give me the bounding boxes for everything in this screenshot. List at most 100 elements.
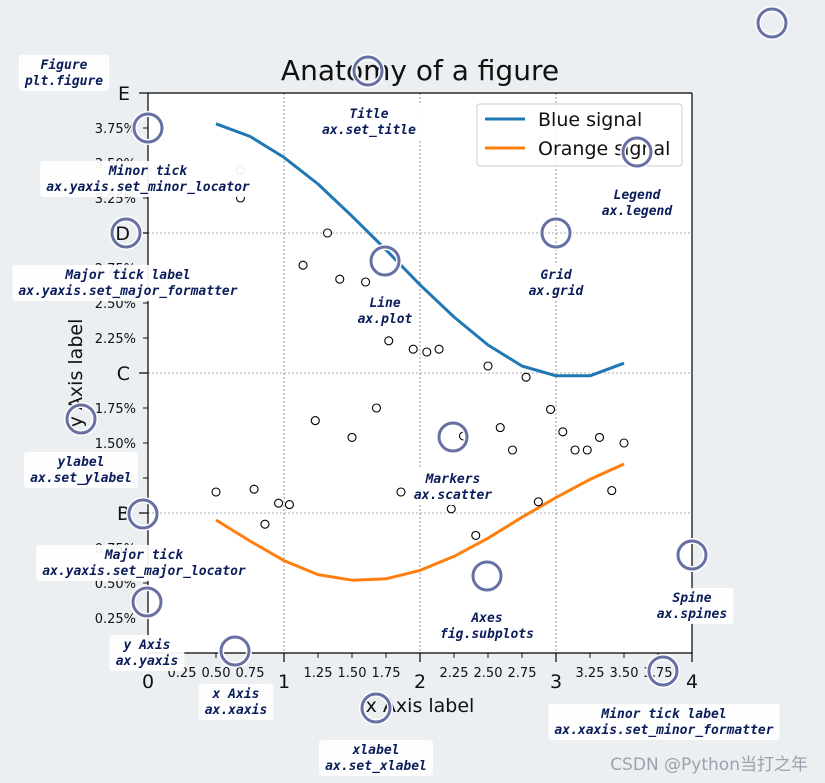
x-axis-annotation-box (198, 684, 274, 720)
watermark: CSDN @Python当打之年 (610, 755, 808, 775)
x-axis-annotation-label: x Axis (212, 687, 260, 702)
minor-tick-annotation-box (40, 161, 256, 197)
x-minor-tick-label: 2.50 (474, 666, 503, 681)
minor-tick-label-annotation: Minor tick labelax.xaxis.set_minor_forma… (548, 704, 780, 740)
scatter-point (396, 487, 406, 497)
scatter-point (249, 484, 259, 494)
minor-tick-annotation-code: ax.yaxis.set_minor_locator (46, 180, 250, 195)
figure-annotation-box (18, 55, 110, 91)
y-axis-ring (131, 586, 163, 618)
ylabel-annotation-box (24, 452, 138, 488)
y-minor-tick-label: 3.75% (95, 122, 136, 137)
scatter-point (582, 445, 592, 455)
title-annotation-box (316, 104, 422, 140)
major-tick-label-annotation-label: Major tick label (64, 268, 190, 283)
scatter-point (347, 432, 357, 442)
x-minor-tick-label: 0.75 (236, 666, 265, 681)
major-tick-annotation-code: ax.yaxis.set_major_locator (42, 564, 246, 579)
title-annotation-code: ax.set_title (322, 123, 416, 138)
scatter-point (558, 427, 568, 437)
scatter-point (546, 404, 556, 414)
major-tick-label-annotation: Major tick labelax.yaxis.set_major_forma… (12, 265, 244, 301)
major-tick-label-annotation-code: ax.yaxis.set_major_formatter (18, 284, 237, 299)
scatter-point (371, 403, 382, 413)
axes-annotation-code: fig.subplots (440, 627, 534, 642)
xlabel-annotation-box (319, 740, 433, 776)
major-tick-annotation-label: Major tick (104, 548, 184, 563)
annotation-rings (64, 6, 789, 725)
legend-ring (621, 136, 653, 168)
y-minor-tick-label: 1.50% (95, 437, 136, 452)
scatter-point (594, 432, 605, 442)
x-major-tick-label: 4 (686, 671, 698, 693)
x-minor-tick-label: 3.50 (610, 666, 639, 681)
y-major-tick-label: C (117, 363, 130, 385)
y-minor-tick-label: 2.25% (95, 332, 136, 347)
series-line-0 (215, 122, 625, 378)
title-annotation-label: Title (349, 107, 388, 122)
scatter-point (495, 423, 505, 433)
scatter-point (211, 487, 221, 497)
scatter-point (260, 519, 270, 529)
y-axis-annotation-box (109, 635, 185, 671)
scatter-point (322, 228, 333, 238)
x-axis-annotation-code: ax.xaxis (205, 703, 268, 718)
x-minor-tick-label: 1.25 (304, 666, 333, 681)
scatter-point (619, 438, 629, 448)
x-axis-label: x Axis label (366, 695, 475, 717)
major-tick-label-ring (110, 217, 142, 249)
y-minor-tick-label: 1.75% (95, 402, 136, 417)
axes-annotation-box (434, 608, 540, 644)
line-annotation-box (351, 293, 419, 329)
markers-annotation-label: Markers (425, 472, 481, 487)
scatter-point (284, 500, 294, 510)
scatter-point (422, 347, 432, 357)
minor-tick-label-annotation-code: ax.xaxis.set_minor_formatter (554, 723, 773, 738)
minor-tick-annotation-label: Minor tick (108, 164, 188, 179)
series-layer (215, 122, 625, 582)
major-tick-label-annotation-box (12, 265, 244, 301)
spine-annotation-code: ax.spines (657, 607, 727, 622)
scatter-point (507, 445, 518, 455)
xlabel-annotation-code: ax.set_xlabel (325, 759, 427, 774)
axes-annotation-label: Axes (470, 611, 502, 626)
legend-annotation-box (595, 185, 679, 221)
legend-frame (476, 103, 683, 167)
scatter-point (298, 260, 308, 270)
y-major-tick-label: D (115, 223, 130, 245)
figure-annotation-code: plt.figure (24, 74, 103, 89)
line-ring (369, 245, 401, 277)
legend-annotation-label: Legend (614, 188, 662, 203)
y-axis-annotation-label: y Axis (123, 638, 171, 653)
markers-annotation-code: ax.scatter (414, 488, 492, 503)
minor-tick-ring (132, 112, 164, 144)
minor-tick-label-ring (647, 655, 679, 687)
grid-annotation-label: Grid (540, 268, 572, 283)
scatter-point (384, 336, 394, 346)
scatter-point (361, 277, 371, 287)
y-major-tick-label: B (117, 503, 130, 525)
y-minor-tick-label: 0.25% (95, 612, 136, 627)
figure-annotation-label: Figure (41, 58, 88, 73)
scatter-point (483, 361, 493, 371)
x-minor-tick-label: 1.75 (372, 666, 401, 681)
x-minor-tick-label: 0.50 (202, 666, 231, 681)
spine-annotation-label: Spine (672, 591, 711, 606)
spine-ring (676, 539, 708, 571)
x-major-tick-label: 2 (414, 671, 426, 693)
ylabel-ring (65, 403, 97, 435)
y-axis-annotation-code: ax.yaxis (116, 654, 179, 669)
scatter-point (533, 497, 543, 507)
markers-annotation-box (407, 469, 499, 505)
scatter-point (471, 530, 481, 540)
major-tick-ring (127, 498, 159, 530)
